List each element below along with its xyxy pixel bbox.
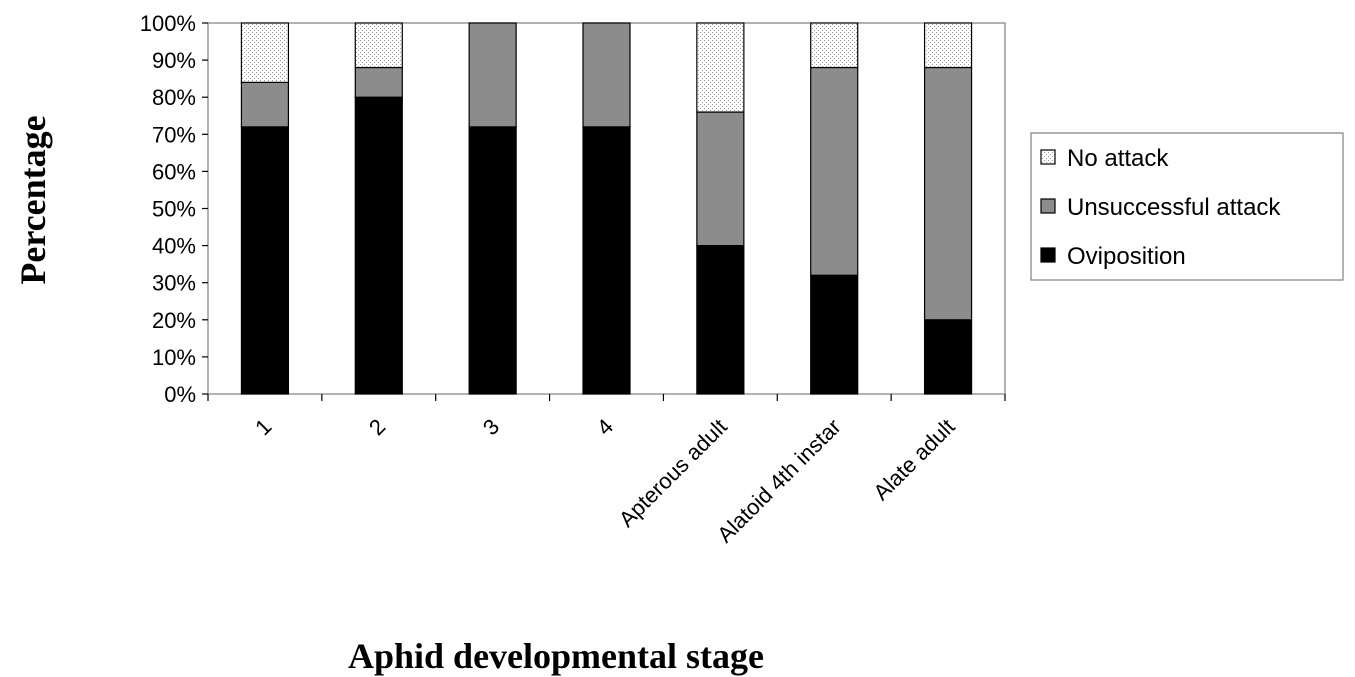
y-tick-label: 80% <box>152 85 196 110</box>
bar-segment <box>468 126 517 395</box>
y-tick-label: 100% <box>140 11 196 36</box>
y-axis: 0% 10% 20% 30% 40% 50% 60% 70% 80% 90% 100% <box>140 11 208 407</box>
bar-segment <box>582 126 631 395</box>
legend-label: Oviposition <box>1067 243 1186 270</box>
x-tick-label: Apterous adult <box>614 414 732 532</box>
legend-label: No attack <box>1067 145 1169 172</box>
y-tick-label: 50% <box>152 197 196 222</box>
y-tick-label: 60% <box>152 159 196 184</box>
bar-segment <box>923 66 973 321</box>
bar-segment <box>923 22 973 69</box>
legend: No attack Unsuccessful attack Oviposition <box>1030 132 1344 281</box>
y-tick-label: 10% <box>152 345 196 370</box>
x-axis-title: Aphid developmental stage <box>348 636 764 676</box>
legend-swatch <box>1040 247 1056 263</box>
x-tick-label: Alate adult <box>868 414 959 505</box>
bar-segment <box>810 22 859 69</box>
x-tick-label: 1 <box>250 414 276 440</box>
y-tick-label: 0% <box>164 382 196 407</box>
y-tick-label: 40% <box>152 234 196 259</box>
bar-segment <box>696 22 745 113</box>
bars <box>240 22 973 395</box>
y-tick-label: 70% <box>152 122 196 147</box>
bar-segment <box>468 22 517 128</box>
bar-segment <box>240 126 290 395</box>
legend-items: No attack Unsuccessful attack Oviposition <box>1040 145 1281 270</box>
bar-segment <box>810 274 859 395</box>
bar-segment <box>696 245 745 395</box>
x-tick-label: 4 <box>592 414 618 440</box>
legend-swatch <box>1040 198 1056 214</box>
y-tick-label: 20% <box>152 308 196 333</box>
x-tick-label: 3 <box>478 414 504 440</box>
y-tick-label: 30% <box>152 271 196 296</box>
bar-segment <box>354 22 403 69</box>
legend-box <box>1030 132 1344 281</box>
y-axis-title: Percentage <box>13 115 53 284</box>
bar-segment <box>354 96 403 395</box>
bar-segment <box>582 22 631 128</box>
bar-segment <box>240 22 290 83</box>
legend-label: Unsuccessful attack <box>1067 194 1281 221</box>
bar-segment <box>240 81 290 128</box>
x-tick-label: Alatoid 4th instar <box>712 414 846 548</box>
bar-segment <box>354 66 403 98</box>
x-tick-label: 2 <box>364 414 390 440</box>
y-tick-label: 90% <box>152 48 196 73</box>
bar-segment <box>810 66 859 276</box>
bar-segment <box>923 319 973 395</box>
bar-segment <box>696 111 745 247</box>
legend-swatch <box>1040 149 1056 165</box>
